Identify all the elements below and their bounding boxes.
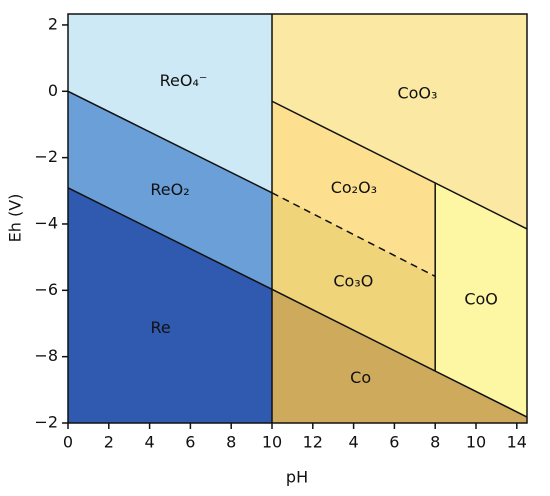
region-label: Co₂O₃ [331, 178, 377, 197]
y-axis-label: Eh (V) [6, 194, 25, 243]
y-tick-label: 0 [48, 81, 58, 100]
x-tick-label: 12 [303, 433, 323, 452]
y-tick-label: −4 [34, 213, 58, 232]
x-tick-label: 14 [507, 433, 527, 452]
region-label: Co₃O [333, 272, 373, 291]
x-tick-label: 2 [104, 433, 114, 452]
x-tick-label: 8 [226, 433, 236, 452]
phase-boundary [271, 192, 436, 278]
x-tick-label: 6 [185, 433, 195, 452]
phase-boundary [67, 90, 273, 194]
y-tick-label: −8 [34, 346, 58, 365]
region-label: ReO₄⁻ [160, 71, 208, 90]
phase-region [68, 14, 272, 193]
phase-boundary [271, 288, 528, 418]
x-tick-label: 4 [349, 433, 359, 452]
phase-region [272, 289, 527, 423]
plot-frame [67, 13, 528, 424]
region-label: Re [151, 318, 171, 337]
region-label: Co [350, 368, 371, 387]
x-axis-label: pH [286, 468, 308, 487]
phase-region [272, 192, 436, 371]
x-tick-label: 10 [262, 433, 282, 452]
phase-region [68, 187, 272, 423]
x-tick-label: 8 [430, 433, 440, 452]
region-label: CoO [464, 289, 498, 308]
phase-region [272, 101, 436, 277]
region-label: CoO₃ [397, 84, 437, 103]
phase-region [68, 91, 272, 290]
phase-region [272, 14, 527, 229]
phase-boundary [271, 100, 528, 230]
y-tick-label: −6 [34, 280, 58, 299]
phase-region [435, 182, 527, 418]
x-tick-label: 10 [466, 433, 486, 452]
region-label: ReO₂ [150, 180, 189, 199]
x-tick-label: 6 [389, 433, 399, 452]
y-tick-label: −2 [34, 147, 58, 166]
phase-boundary [67, 187, 273, 290]
y-tick-label: 2 [48, 14, 58, 33]
x-tick-label: 4 [145, 433, 155, 452]
y-tick-label: −2 [34, 413, 58, 432]
x-tick-label: 0 [63, 433, 73, 452]
